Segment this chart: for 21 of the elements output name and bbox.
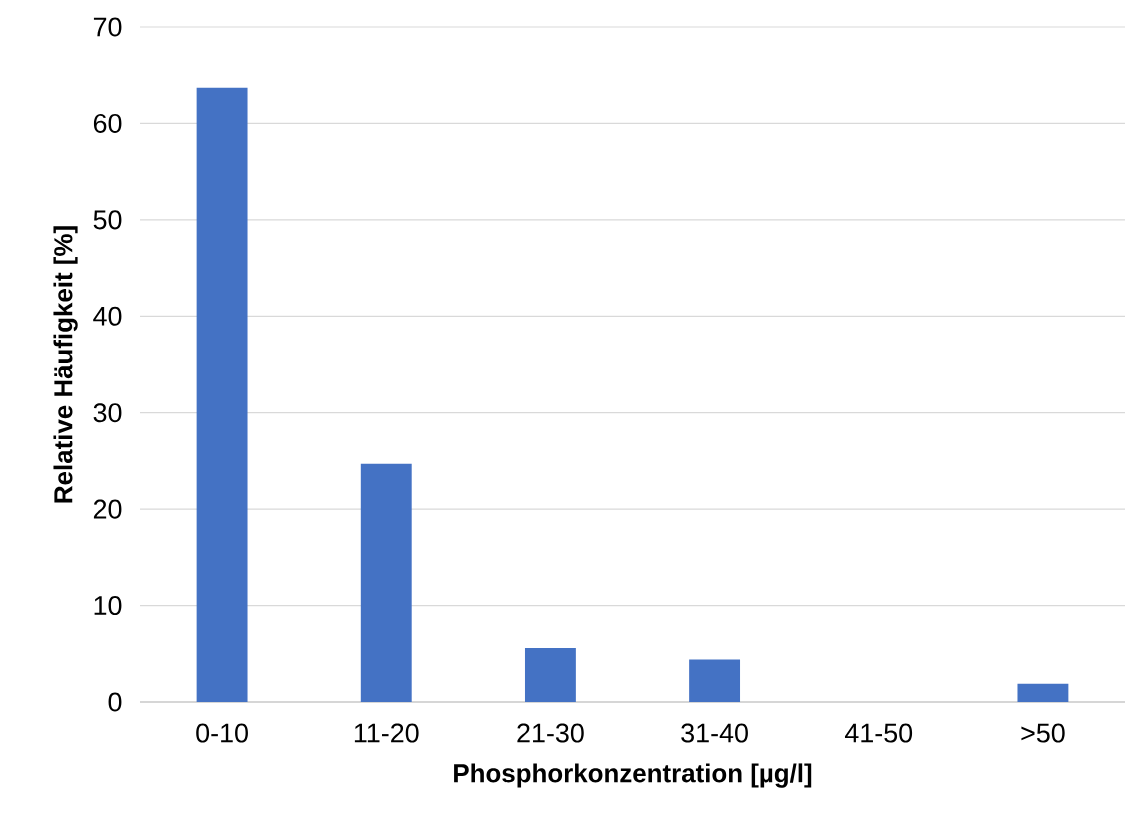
y-tick-label: 70 — [93, 17, 122, 37]
y-tick-label: 60 — [93, 113, 122, 133]
x-tick-label: >50 — [1021, 723, 1065, 743]
bar — [689, 659, 741, 702]
x-tick-label: 31-40 — [681, 723, 748, 743]
x-tick-label: 41-50 — [844, 723, 913, 743]
y-tick-label: 50 — [93, 210, 122, 230]
x-tick-label: 21-30 — [517, 723, 584, 743]
y-tick-label: 40 — [93, 306, 122, 326]
y-tick-label: 30 — [93, 403, 122, 423]
y-axis-title: Relative Häufigkeit [%] — [53, 226, 78, 503]
y-tick-label: 0 — [108, 692, 122, 712]
x-tick-label: 11-20 — [354, 723, 419, 743]
y-tick-label: 10 — [94, 596, 122, 616]
x-axis-title: Phosphorkonzentration [µg/l] — [454, 763, 812, 788]
bar — [196, 87, 248, 702]
bar — [1017, 683, 1069, 702]
x-tick-label: 0-10 — [196, 723, 248, 743]
bar — [524, 648, 576, 702]
bar — [360, 463, 412, 702]
y-tick-label: 20 — [93, 499, 122, 519]
